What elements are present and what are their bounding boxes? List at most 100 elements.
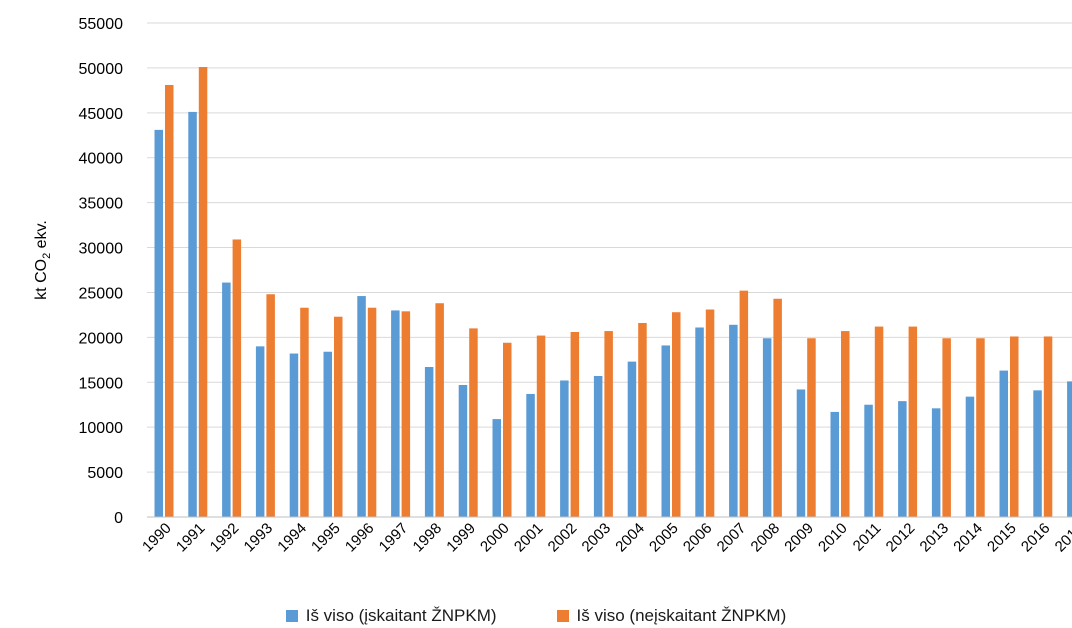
y-tick-label: 0 [114, 510, 123, 527]
bar-series-2-1994 [300, 308, 309, 517]
x-tick-label: 2007 [714, 520, 750, 556]
bar-series-1-2002 [560, 380, 569, 517]
bar-series-2-2012 [909, 327, 918, 517]
bar-series-1-2012 [898, 401, 907, 517]
bar-series-2-1992 [233, 239, 242, 517]
legend-label-series-2: Iš viso (neįskaitant ŽNPKM) [577, 606, 787, 626]
bar-series-1-1990 [155, 130, 164, 517]
y-tick-label: 5000 [87, 465, 123, 482]
y-axis-label: kt CO2 ekv. [33, 220, 53, 300]
bar-series-2-2009 [807, 338, 816, 517]
x-tick-label: 1997 [376, 520, 412, 556]
bar-series-1-1992 [222, 283, 231, 517]
x-tick-label: 2006 [680, 520, 716, 556]
x-tick-label: 2013 [917, 520, 953, 556]
bar-series-2-1990 [165, 85, 174, 517]
bar-series-1-2011 [864, 405, 873, 517]
x-tick-label: 2011 [850, 520, 885, 555]
y-tick-label: 10000 [79, 420, 124, 437]
bar-series-2-2005 [672, 312, 681, 517]
x-tick-label: 2010 [815, 520, 851, 556]
x-tick-label: 2014 [950, 520, 986, 556]
x-tick-label: 2003 [579, 520, 615, 556]
x-tick-label: 1991 [173, 520, 209, 556]
bar-series-1-2010 [831, 412, 840, 517]
bar-series-1-1996 [357, 296, 366, 517]
x-tick-label: 1995 [308, 520, 344, 556]
bar-series-2-2006 [706, 310, 715, 517]
bar-series-1-2003 [594, 376, 603, 517]
bar-series-1-1993 [256, 346, 265, 517]
bar-series-1-2008 [763, 338, 772, 517]
bar-series-2-2016 [1044, 336, 1053, 517]
x-tick-label: 2002 [545, 520, 581, 556]
bar-series-1-1994 [290, 354, 299, 517]
x-tick-label: 2017 [1052, 520, 1072, 556]
y-tick-label: 55000 [79, 16, 124, 33]
bar-series-2-2000 [503, 343, 512, 517]
bar-series-1-2006 [695, 327, 704, 517]
bar-series-1-2015 [1000, 371, 1009, 517]
bar-series-2-1995 [334, 317, 343, 517]
bar-series-1-1997 [391, 310, 400, 517]
y-tick-label: 25000 [79, 285, 124, 302]
bar-series-1-1999 [459, 385, 468, 517]
bar-series-2-1998 [435, 303, 444, 517]
bar-series-1-2014 [966, 397, 975, 517]
y-tick-label: 30000 [79, 241, 124, 258]
bar-series-1-1991 [188, 112, 197, 517]
y-tick-label: 45000 [79, 106, 124, 123]
bar-series-2-2008 [773, 299, 782, 517]
legend-label-series-1: Iš viso (įskaitant ŽNPKM) [306, 606, 497, 626]
x-tick-label: 2004 [612, 520, 648, 556]
bar-series-2-2002 [571, 332, 580, 517]
bar-series-2-2015 [1010, 336, 1019, 517]
legend-item-series-2: Iš viso (neįskaitant ŽNPKM) [557, 606, 787, 626]
x-axis-ticks: 1990199119921993199419951996199719981999… [139, 520, 1072, 556]
legend-swatch-series-1 [286, 610, 298, 622]
x-tick-label: 1998 [410, 520, 446, 556]
bar-series-2-1999 [469, 328, 478, 517]
x-tick-label: 1993 [241, 520, 277, 556]
bar-series-1-1995 [324, 352, 333, 517]
x-tick-label: 2016 [1018, 520, 1054, 556]
bar-series-2-2013 [942, 338, 951, 517]
bar-series-2-1997 [402, 311, 411, 517]
bar-series-1-2004 [628, 362, 637, 517]
bar-series-1-2000 [493, 419, 502, 517]
bar-series-1-2009 [797, 389, 806, 517]
x-tick-label: 2008 [748, 520, 784, 556]
bar-series-1-2001 [526, 394, 535, 517]
bar-series-1-2005 [662, 345, 671, 517]
bar-series-1-2013 [932, 408, 941, 517]
legend-item-series-1: Iš viso (įskaitant ŽNPKM) [286, 606, 497, 626]
x-tick-label: 1996 [342, 520, 378, 556]
bar-series-2-1991 [199, 67, 208, 517]
bar-series-2-2007 [740, 291, 749, 517]
legend-swatch-series-2 [557, 610, 569, 622]
bar-series-2-2003 [604, 331, 613, 517]
y-tick-label: 50000 [79, 61, 124, 78]
bar-series-1-1998 [425, 367, 434, 517]
bar-series-2-2010 [841, 331, 850, 517]
y-tick-label: 15000 [79, 375, 124, 392]
bar-series-2-2011 [875, 327, 884, 517]
x-tick-label: 1994 [274, 520, 310, 556]
y-axis-ticks: 0 5000 10000 15000 20000 25000 30000 35000 40000… [79, 16, 124, 527]
legend: Iš viso (įskaitant ŽNPKM) Iš viso (neįsk… [0, 604, 1072, 628]
x-tick-label: 2009 [781, 520, 817, 556]
bar-chart: 0 5000 10000 15000 20000 25000 30000 35000 40000… [0, 0, 1072, 600]
bar-series-1-2017 [1067, 381, 1072, 517]
y-tick-label: 20000 [79, 330, 124, 347]
x-tick-label: 1990 [139, 520, 175, 556]
bar-series-2-2014 [976, 338, 985, 517]
x-tick-label: 2015 [984, 520, 1020, 556]
bar-series-1-2007 [729, 325, 738, 517]
x-tick-label: 2000 [477, 520, 513, 556]
x-tick-label: 2012 [883, 520, 919, 556]
bar-series-2-1996 [368, 308, 377, 517]
y-tick-label: 40000 [79, 151, 124, 168]
bar-series-1-2016 [1033, 390, 1042, 517]
y-tick-label: 35000 [79, 196, 124, 213]
bar-series-2-2004 [638, 323, 647, 517]
